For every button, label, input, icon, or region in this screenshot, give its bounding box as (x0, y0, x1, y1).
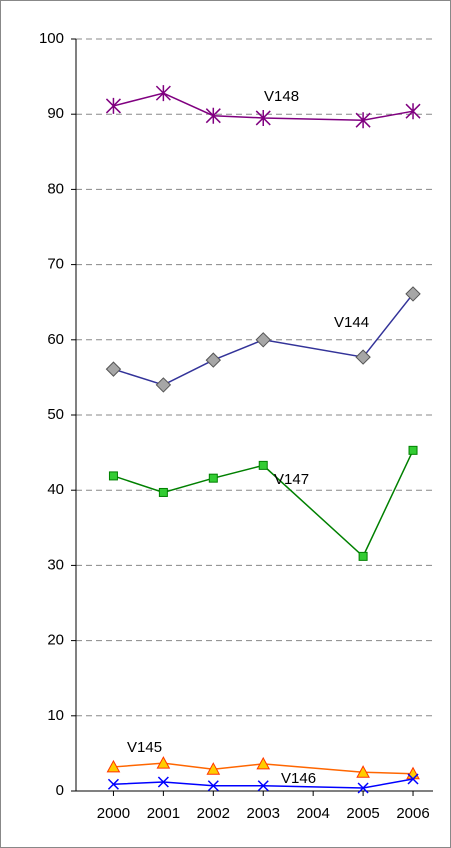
marker (405, 286, 421, 302)
marker (205, 107, 221, 124)
marker (356, 765, 370, 778)
marker (156, 756, 171, 769)
x-tick-label: 2006 (396, 805, 429, 822)
series-label: V147 (274, 471, 309, 488)
marker (355, 349, 371, 365)
series-line (113, 92, 414, 121)
x-tick-label: 2001 (147, 805, 180, 822)
x-tick-label: 2005 (346, 805, 379, 822)
series-label: V146 (281, 770, 316, 787)
marker (105, 361, 122, 377)
marker (157, 776, 169, 788)
marker (108, 471, 118, 481)
marker (206, 762, 221, 775)
x-tick-label: 2003 (247, 805, 280, 822)
marker (105, 97, 121, 114)
marker (408, 445, 418, 455)
marker (208, 473, 218, 483)
marker (357, 782, 369, 794)
y-tick-label: 40 (47, 481, 64, 498)
series-line (113, 450, 414, 558)
marker (255, 332, 271, 348)
y-tick-label: 90 (47, 105, 64, 122)
series-line (113, 778, 414, 789)
y-tick-label: 70 (47, 256, 64, 273)
series-label: V148 (264, 88, 299, 105)
marker (258, 460, 268, 470)
y-tick-label: 80 (47, 180, 64, 197)
marker (155, 85, 171, 102)
y-tick-label: 50 (47, 406, 64, 423)
marker (155, 377, 172, 393)
marker (256, 756, 271, 770)
marker (407, 773, 419, 785)
marker (205, 352, 222, 368)
marker (207, 780, 219, 792)
series-label: V144 (334, 314, 369, 331)
marker (358, 551, 368, 561)
x-tick-label: 2004 (296, 805, 329, 822)
y-tick-label: 0 (56, 782, 64, 799)
marker (405, 103, 421, 120)
y-tick-label: 30 (47, 556, 64, 573)
y-tick-label: 100 (39, 30, 64, 47)
marker (107, 778, 119, 790)
series-line (113, 293, 414, 386)
marker (257, 780, 269, 792)
x-tick-label: 2002 (197, 805, 230, 822)
marker (106, 759, 121, 773)
series-line (113, 762, 414, 775)
x-tick-label: 2000 (97, 805, 130, 822)
marker (158, 487, 168, 497)
marker (355, 112, 371, 129)
series-label: V145 (127, 739, 162, 756)
y-tick-label: 20 (47, 632, 64, 649)
marker (255, 109, 271, 126)
y-tick-label: 10 (47, 707, 64, 724)
y-tick-label: 60 (47, 331, 64, 348)
